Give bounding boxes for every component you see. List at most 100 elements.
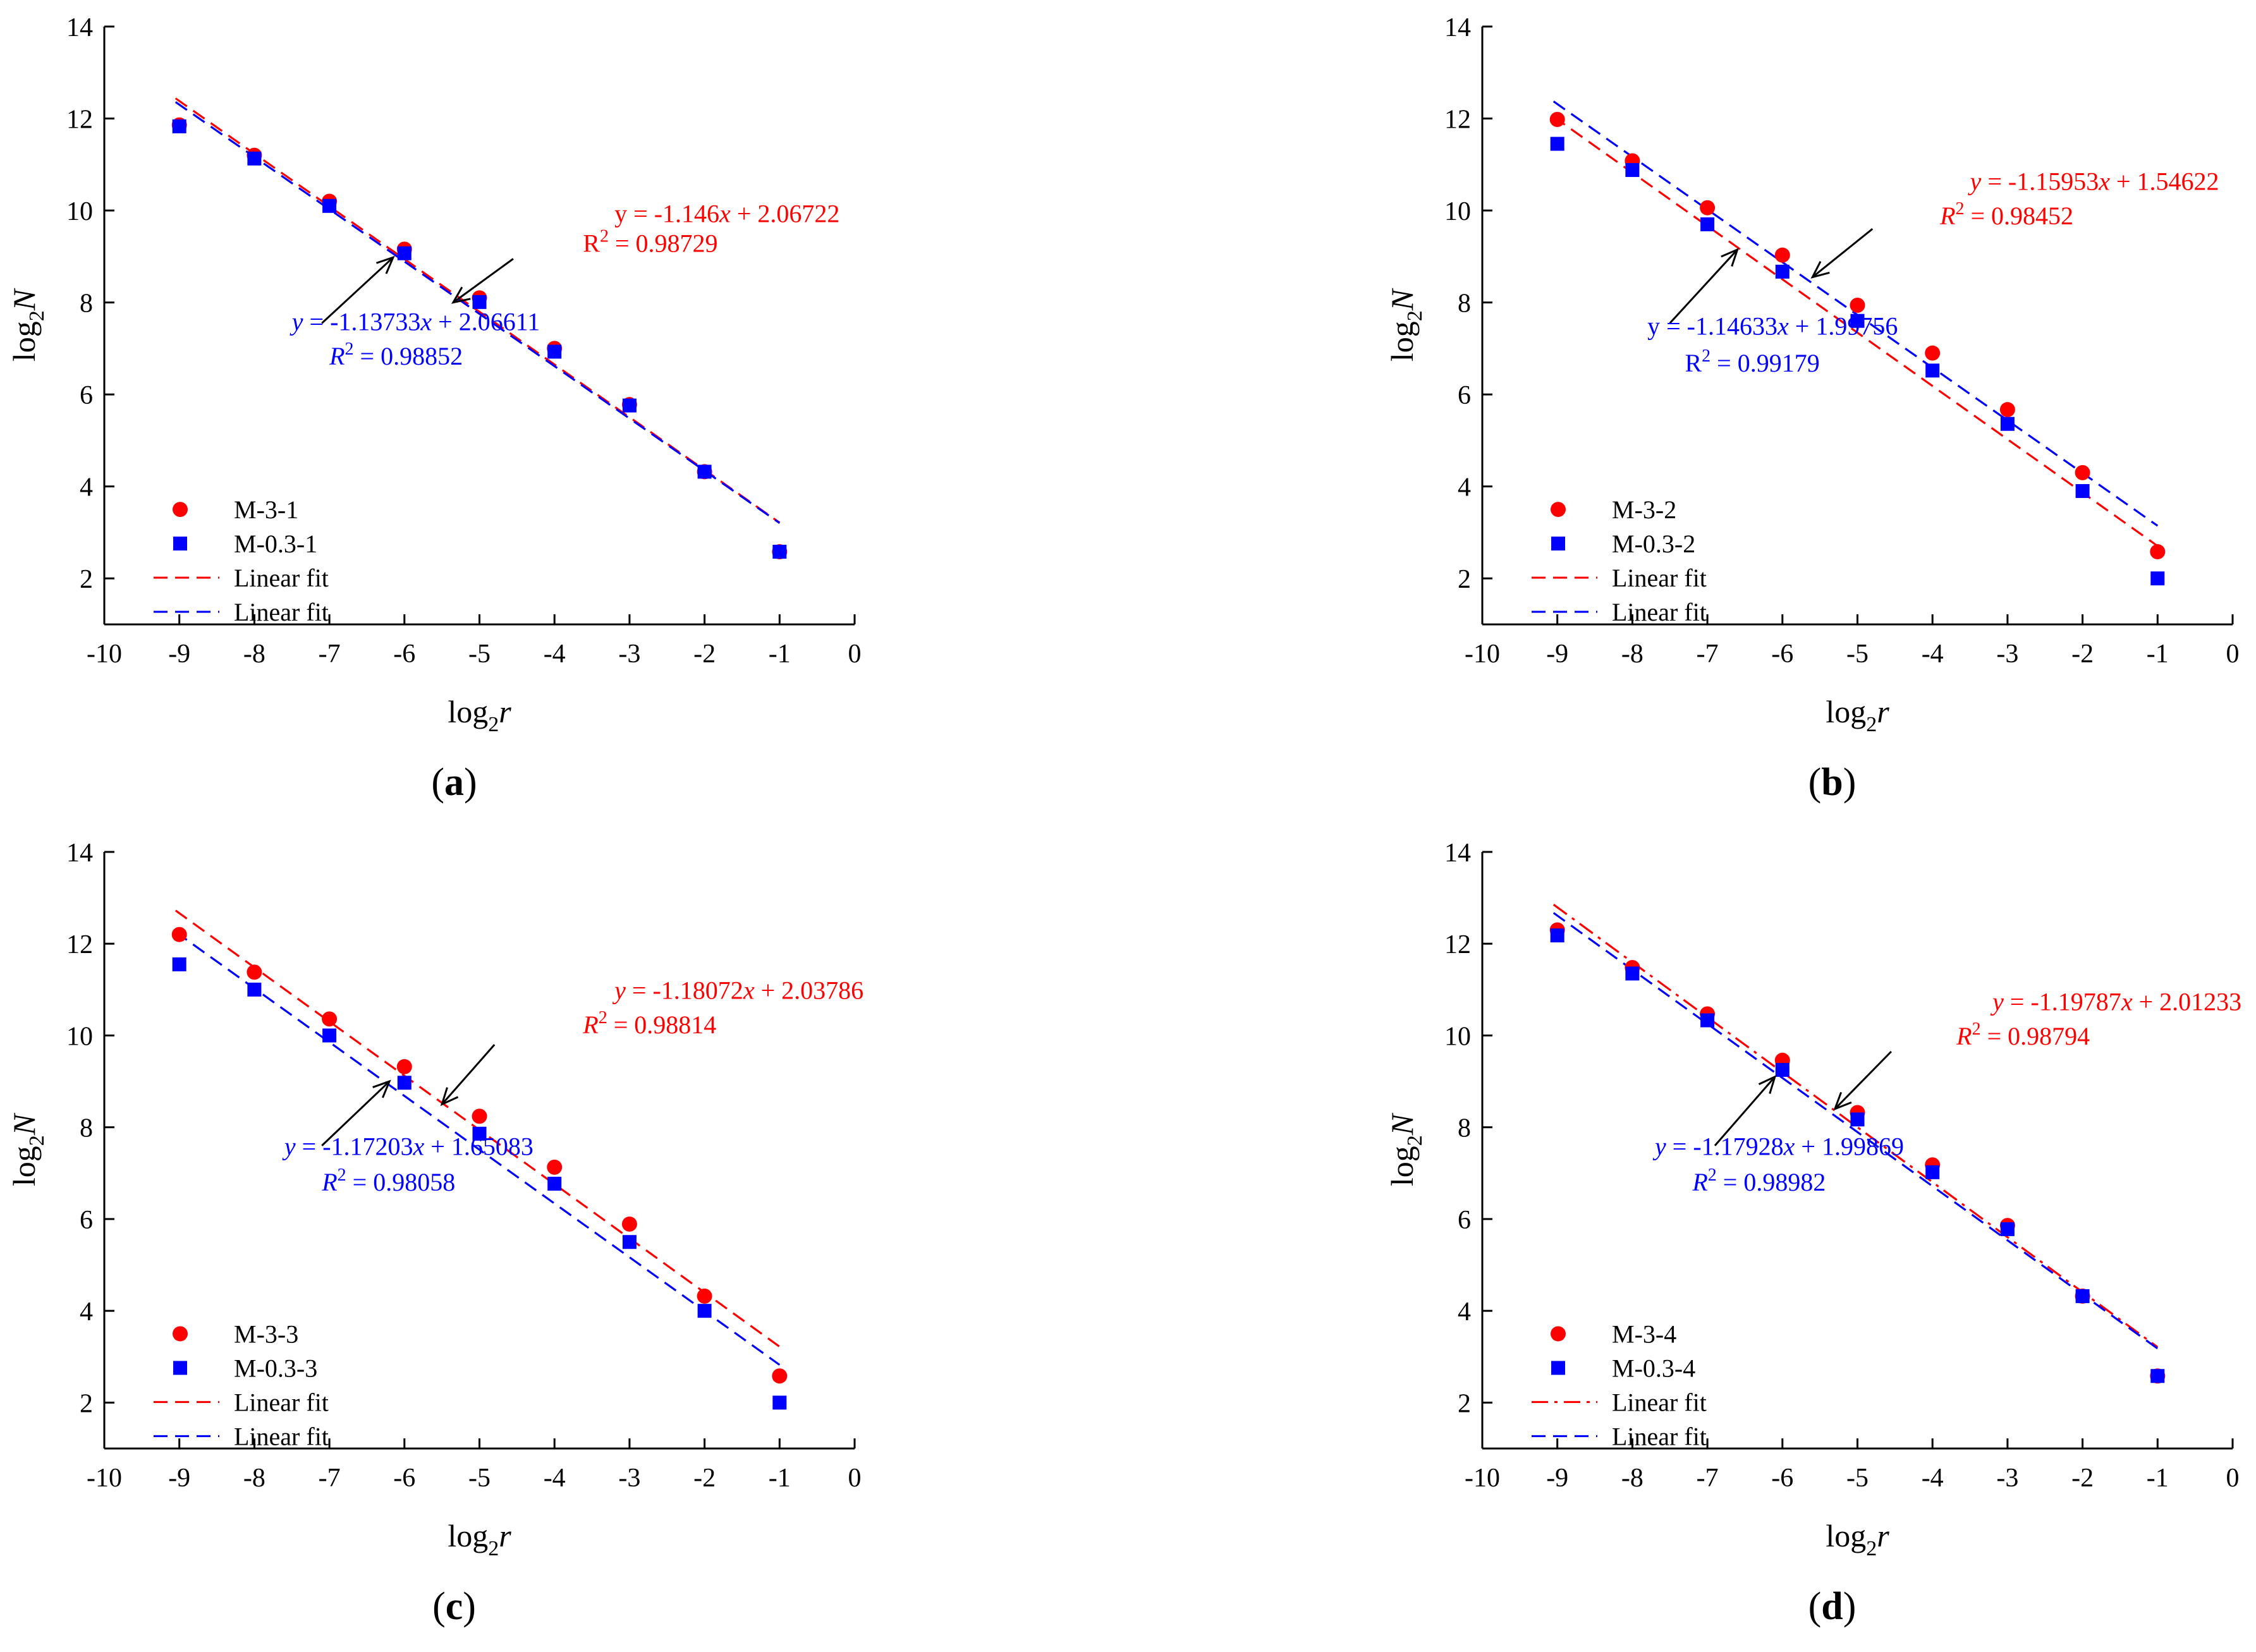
fit-r-label: R	[1939, 202, 1955, 230]
annotation-arrow-shaft	[321, 257, 394, 324]
y-tick-label: 4	[1458, 473, 1471, 502]
fit-r-exponent: 2	[599, 1008, 607, 1028]
fit-r-value: = 0.98729	[609, 229, 718, 258]
fit-equation-x: x	[1783, 1132, 1795, 1160]
fit-line-blue	[174, 931, 781, 1366]
y-axis-label-base: log	[6, 321, 42, 361]
fit-r-squared: R2 = 0.98794	[1956, 1019, 2090, 1050]
annotation-arrow-head	[375, 255, 395, 274]
legend-marker-square	[1551, 1361, 1565, 1375]
fit-equation-slope: = -1.15953	[1981, 167, 2099, 195]
fit-equation-slope: = -1.146	[627, 199, 719, 228]
y-tick-label: 8	[80, 289, 93, 319]
data-point-square	[1775, 1062, 1790, 1077]
x-axis-label-base: log	[448, 694, 488, 729]
x-tick-label: -3	[1996, 1464, 2018, 1493]
legend-marker-circle	[1551, 502, 1566, 518]
y-tick-label: 6	[1458, 1206, 1471, 1235]
fit-r-squared: R2 = 0.98058	[321, 1165, 455, 1196]
fit-equation-x: x	[719, 199, 731, 228]
fit-r-exponent: 2	[1708, 1165, 1717, 1185]
y-axis-label-base: log	[6, 1146, 42, 1186]
x-tick-label: -6	[1771, 640, 1793, 669]
annotation-arrow-shaft	[1834, 1050, 1892, 1110]
fit-r-label: R	[1692, 1168, 1707, 1196]
fit-equation-slope: = -1.17928	[1666, 1132, 1784, 1160]
fit-equation-y: y	[612, 976, 626, 1004]
panel-label: (c)	[432, 1585, 476, 1628]
legend-label: Linear fit	[1612, 598, 1707, 626]
data-point-square	[172, 119, 186, 133]
x-tick-label: -7	[1697, 640, 1719, 669]
legend-marker-square	[173, 1361, 187, 1375]
data-point-square	[772, 1395, 787, 1410]
x-tick-label: -7	[319, 640, 341, 669]
fit-equation-x: x	[2098, 167, 2110, 195]
y-tick-label: 2	[80, 565, 93, 594]
data-point-square	[622, 1235, 637, 1249]
panel-label-letter: a	[444, 761, 464, 804]
x-axis-label-base: log	[1826, 1518, 1866, 1553]
data-point-square	[1925, 363, 1940, 378]
legend-marker-circle	[1551, 1326, 1566, 1342]
fit-line-blue	[174, 101, 781, 524]
data-point-square	[472, 1126, 487, 1141]
x-tick-label: -5	[1846, 1464, 1869, 1493]
data-point-circle	[322, 1011, 338, 1027]
fit-equation-slope: = -1.18072	[626, 976, 743, 1004]
fit-equation-y: y	[1652, 1132, 1666, 1160]
legend-label: Linear fit	[234, 1388, 329, 1416]
data-point-circle	[1850, 297, 1865, 313]
y-tick-label: 12	[1444, 930, 1471, 959]
y-axis-label-sub: 2	[1403, 310, 1427, 321]
legend-label: Linear fit	[234, 564, 329, 592]
x-tick-label: -2	[693, 640, 716, 669]
y-axis-label-sub: 2	[25, 1135, 49, 1146]
y-tick-label: 14	[66, 839, 93, 868]
legend-label: Linear fit	[1612, 1388, 1707, 1416]
fit-r-value: = 0.98058	[346, 1168, 456, 1196]
panel-label-letter: b	[1821, 761, 1843, 804]
fit-line-blue	[1552, 100, 2159, 527]
y-axis-label-base: log	[1384, 1146, 1420, 1186]
panel-label-open: (	[1808, 1585, 1822, 1628]
y-axis-label-base: log	[1384, 321, 1420, 361]
legend-label: M-3-2	[1612, 495, 1676, 524]
panel-label-close: )	[464, 761, 477, 804]
panel-label-letter: d	[1821, 1585, 1843, 1628]
data-point-circle	[472, 1108, 487, 1124]
y-axis-label-var: N	[1384, 1112, 1420, 1136]
fit-equation: y = -1.17928x + 1.99869	[1652, 1132, 1904, 1160]
x-tick-label: -8	[243, 1464, 265, 1493]
data-point-circle	[1549, 111, 1565, 127]
legend-label: Linear fit	[234, 1422, 329, 1450]
y-tick-label: 12	[66, 930, 93, 959]
x-tick-label: -4	[544, 1464, 566, 1493]
x-tick-label: -4	[1922, 640, 1944, 669]
fit-line-red	[1552, 903, 2159, 1348]
data-point-square	[322, 1028, 337, 1043]
data-point-square	[472, 295, 487, 309]
legend-label: M-0.3-2	[1612, 530, 1695, 558]
annotation-arrow-shaft	[321, 1080, 391, 1146]
x-tick-label: -1	[769, 640, 791, 669]
fit-equation-intercept: + 2.06722	[731, 199, 840, 228]
data-point-square	[2075, 483, 2090, 498]
fit-r-label: R	[1685, 349, 1702, 377]
x-tick-label: -10	[87, 1464, 122, 1493]
y-axis-label: log2N	[1384, 288, 1427, 361]
y-tick-label: 8	[80, 1114, 93, 1143]
legend-marker-square	[173, 537, 187, 551]
x-tick-label: -2	[693, 1464, 716, 1493]
y-tick-label: 12	[1444, 106, 1471, 135]
x-tick-label: -6	[393, 1464, 415, 1493]
fit-equation-y: y	[1647, 312, 1660, 341]
annotation-arrow-shaft	[1812, 228, 1874, 278]
y-tick-label: 10	[1444, 1022, 1471, 1051]
y-axis-label-var: N	[6, 288, 42, 311]
data-point-square	[1625, 163, 1640, 178]
annotation-arrow-head	[440, 1087, 459, 1107]
legend-marker-circle	[173, 1326, 188, 1342]
fit-equation-y: y	[1990, 988, 2004, 1016]
